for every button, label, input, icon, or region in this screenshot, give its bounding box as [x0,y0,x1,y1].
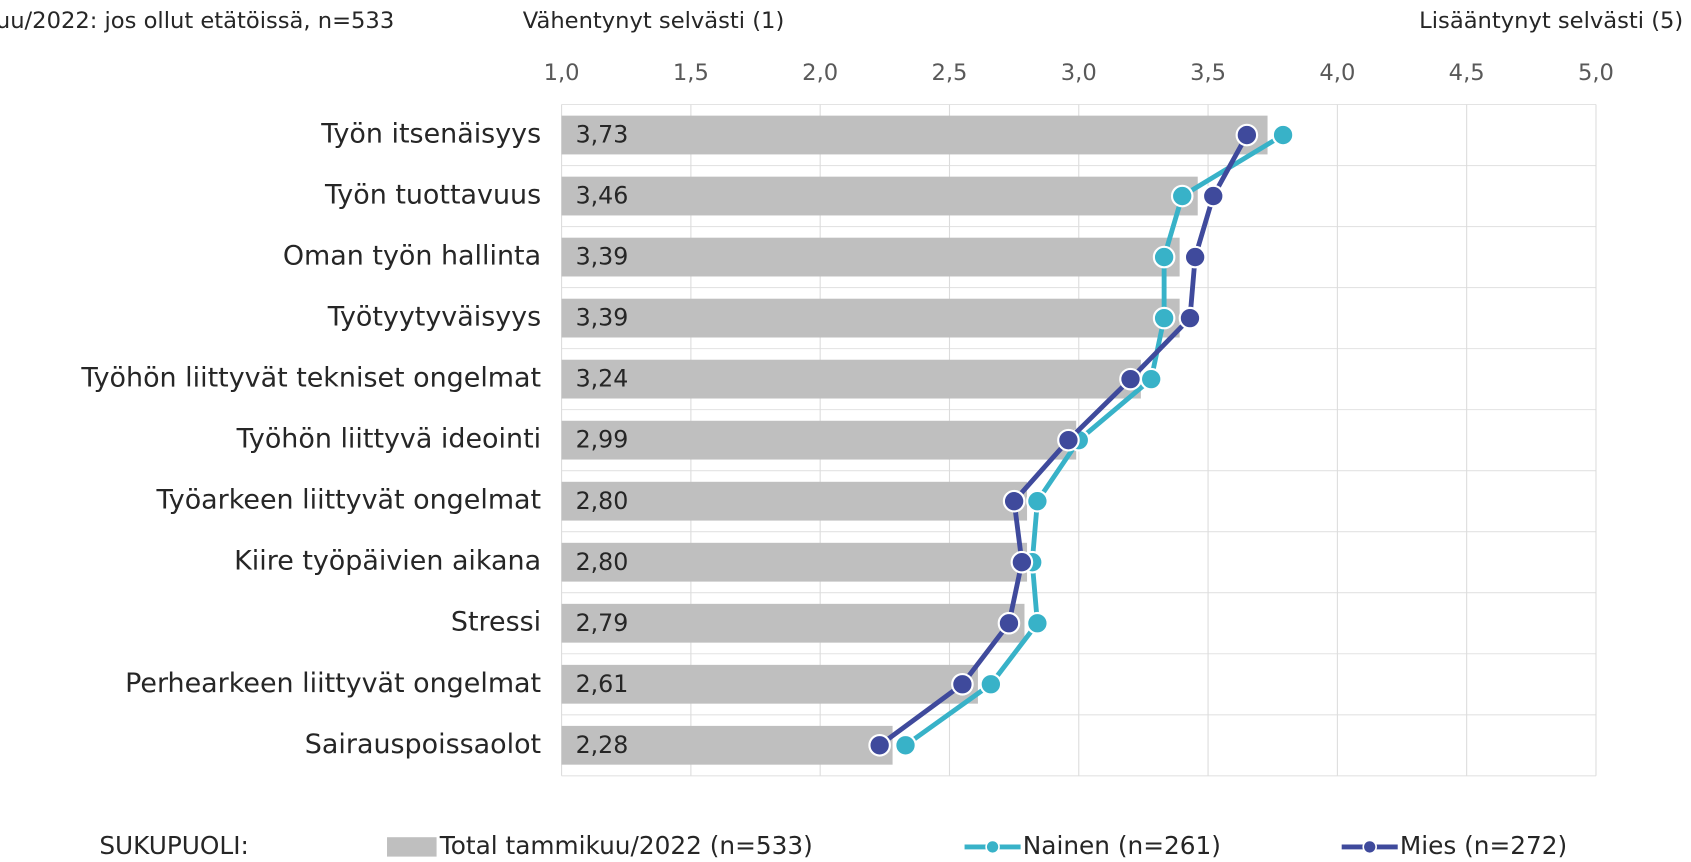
value-label: 3,39 [576,243,629,271]
bar [561,725,893,765]
bar [561,542,1028,582]
bar [561,359,1141,399]
chart-title: uu/2022: jos ollut etätöissä, n=533 [0,8,394,34]
marker [1057,428,1080,452]
marker [1183,245,1207,269]
marker [1201,184,1225,208]
x-tick-label: 4,5 [1449,60,1485,86]
legend-label: Nainen (n=261) [1023,831,1221,860]
legend-item: Mies (n=272) [1341,831,1567,860]
category-label: Perhearkeen liittyvät ongelmat [125,668,541,699]
x-tick-label: 3,0 [1061,60,1097,86]
marker [1026,489,1049,513]
marker [1139,367,1163,391]
marker [1119,367,1142,391]
marker [997,611,1021,635]
bar [561,481,1028,521]
marker [894,733,917,757]
marker [1170,184,1194,208]
legend-label: Total tammikuu/2022 (n=533) [439,831,813,860]
value-label: 3,39 [576,304,629,332]
legend-marker [1362,839,1377,855]
legend-swatch [387,837,437,857]
bar [561,237,1180,277]
value-label: 2,99 [576,426,629,454]
bar [561,115,1268,155]
legend-title: SUKUPUOLI: [99,831,249,860]
legend-marker [985,839,1000,855]
bar [561,298,1180,338]
x-tick-label: 1,5 [673,60,709,86]
marker [951,672,974,696]
bar [561,664,978,704]
category-label: Työarkeen liittyvät ongelmat [156,485,542,516]
value-label: 3,46 [576,182,629,210]
category-label: Stressi [451,607,541,638]
x-tick-label: 1,0 [544,60,580,86]
legend-item: Nainen (n=261) [964,831,1221,860]
bar [561,176,1198,216]
legend-item: Total tammikuu/2022 (n=533) [387,831,813,860]
value-label: 3,73 [576,121,629,149]
value-label: 3,24 [576,365,629,393]
marker [979,672,1003,696]
marker [1152,245,1176,269]
x-tick-label: 3,5 [1190,60,1226,86]
marker [1026,611,1049,635]
marker [1178,306,1202,330]
value-label: 2,80 [576,487,629,515]
marker [1271,123,1295,147]
x-tick-label: 4,0 [1319,60,1355,86]
x-tick-label: 2,5 [931,60,967,86]
category-label: Oman työn hallinta [283,241,541,272]
marker [868,733,891,757]
value-label: 2,79 [576,609,629,637]
bar [561,420,1077,460]
category-label: Työtyytyväisyys [327,302,541,333]
category-label: Työn tuottavuus [324,180,541,211]
category-label: Työhön liittyvä ideointi [236,424,541,455]
axis-annotation: Vähentynyt selvästi (1) [523,8,785,34]
category-label: Työhön liittyvät tekniset ongelmat [80,363,541,394]
value-label: 2,28 [576,731,629,759]
category-label: Työn itsenäisyys [320,119,541,150]
x-tick-label: 5,0 [1578,60,1614,86]
marker [1235,123,1259,147]
category-label: Kiire työpäivien aikana [234,546,541,577]
axis-annotation: Lisääntynyt selvästi (5) [1419,8,1683,34]
legend-label: Mies (n=272) [1400,831,1567,860]
category-label: Sairauspoissaolot [305,729,541,760]
bar [561,603,1025,643]
marker [1002,489,1026,513]
value-label: 2,61 [576,670,629,698]
marker [1152,306,1176,330]
x-tick-label: 2,0 [802,60,838,86]
value-label: 2,80 [576,548,629,576]
marker [1010,550,1034,574]
